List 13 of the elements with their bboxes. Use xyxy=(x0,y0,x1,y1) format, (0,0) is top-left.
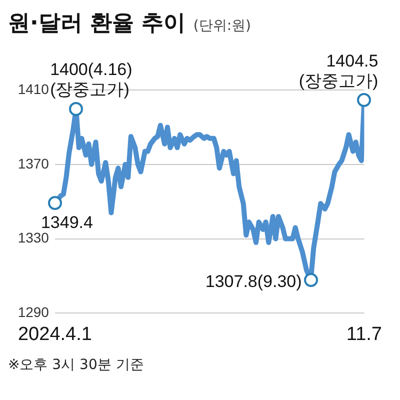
annotation: 1404.5 (장중고가) xyxy=(298,51,378,90)
y-tick-label: 1330 xyxy=(18,230,50,246)
y-tick-label: 1290 xyxy=(18,304,50,320)
y-tick-label: 1410 xyxy=(18,80,50,97)
text: ※오후 3시 30분 기준 xyxy=(8,356,145,374)
y-tick-label: 1370 xyxy=(18,155,50,172)
x-tick-label: 2024.4.1 xyxy=(18,324,92,345)
chart-subtitle: (단위:원) xyxy=(193,18,251,34)
chart-title: 원·달러 환율 추이 xyxy=(8,11,186,36)
annotation: 1307.8(9.30) xyxy=(205,272,302,291)
annotation: 1349.4 xyxy=(40,212,93,232)
x-tick-label: 11.7 xyxy=(346,324,382,345)
annotation: 1400(4.16) (장중고가) xyxy=(50,60,132,99)
